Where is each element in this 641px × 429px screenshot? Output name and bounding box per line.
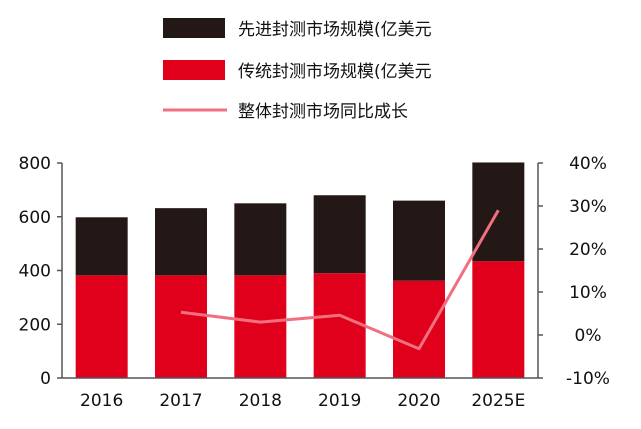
left-tick-label: 0 [40,369,51,389]
x-tick-label: 2018 [239,391,282,411]
bar-segment [234,203,287,276]
right-tick-label: 40% [569,154,607,174]
legend-label: 先进封测市场规模(亿美元 [238,20,432,40]
bar-segment [75,217,128,276]
bar-segment [155,275,207,378]
left-tick-label: 800 [19,154,51,174]
right-tick-label: 10% [569,283,607,303]
legend-swatch [163,18,225,38]
bar-segment [313,273,366,378]
left-tick-label: 400 [19,262,51,282]
x-axis: 2016 2017 2018 2019 2020 2025E [62,377,538,411]
legend-label: 整体封测市场同比成长 [238,102,408,122]
right-tick-label: 30% [569,197,607,217]
left-axis: 0 200 400 600 800 [19,154,63,389]
right-axis: -10% 0% 10% 20% 30% 40% [537,154,610,389]
x-tick-label: 2025E [471,391,525,411]
right-tick-label: -10% [566,369,610,389]
legend-label: 传统封测市场规模(亿美元 [238,62,432,82]
x-tick-label: 2017 [159,391,202,411]
x-tick-label: 2016 [80,391,123,411]
bar-segment [472,261,525,378]
x-tick-label: 2019 [318,391,361,411]
right-tick-label: 20% [569,240,607,260]
bar-segment [393,200,445,281]
bar-segment [75,275,128,378]
bar-segment [155,208,207,276]
bar-segment [393,280,445,378]
right-tick-label: 0% [575,326,602,346]
bars [75,162,525,378]
legend-swatch [163,60,225,80]
growth-line-layer [180,209,500,351]
left-tick-label: 600 [19,208,51,228]
left-tick-label: 200 [19,315,51,335]
bar-segment [234,275,287,378]
bar-segment [313,195,366,274]
x-tick-label: 2020 [397,391,440,411]
